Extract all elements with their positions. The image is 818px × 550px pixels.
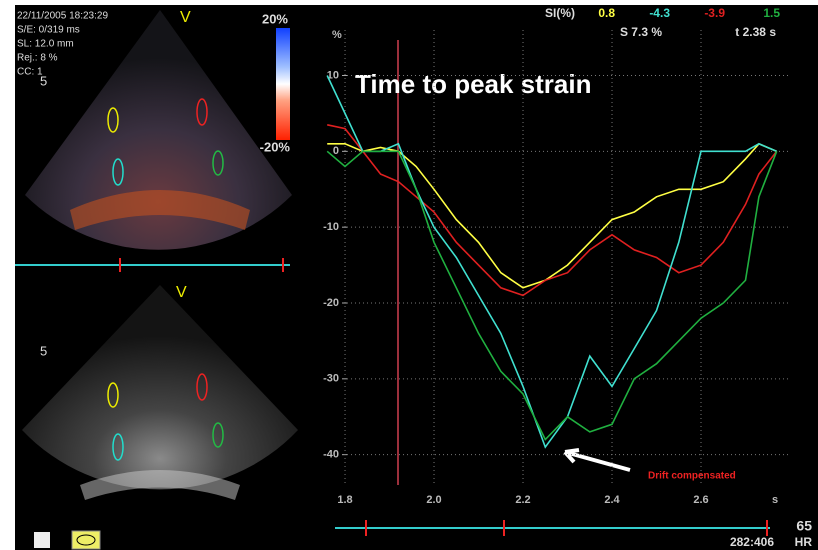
- x-tick-label: 2.4: [604, 494, 620, 506]
- marker: V: [180, 9, 191, 26]
- frames: 282:406: [730, 535, 774, 549]
- info-line: 22/11/2005 18:23:29: [17, 11, 108, 22]
- screen: 22/11/2005 18:23:29 S/E: 0/319 ms SL: 12…: [0, 0, 818, 550]
- marker: V: [176, 284, 187, 301]
- y-tick-label: 0: [333, 145, 339, 157]
- pencil-icon[interactable]: [34, 532, 50, 548]
- note: Drift compensated: [648, 471, 736, 482]
- x-unit: s: [772, 494, 778, 506]
- s-value: S 7.3 %: [620, 25, 662, 39]
- scale-bottom: -20%: [260, 139, 291, 154]
- info-line: S/E: 0/319 ms: [17, 25, 80, 36]
- x-tick-label: 2.0: [426, 494, 441, 506]
- hr-label: HR: [795, 535, 813, 549]
- t-value: t 2.38 s: [735, 25, 776, 39]
- si-label: SI(%): [545, 6, 575, 20]
- info-line: SL: 12.0 mm: [17, 39, 74, 50]
- y-tick-label: -40: [323, 449, 339, 461]
- depth: 5: [40, 343, 47, 358]
- y-tick-label: -30: [323, 373, 339, 385]
- annotation: Time to peak strain: [355, 69, 592, 99]
- scale-top: 20%: [262, 11, 288, 26]
- si-value: -3.9: [704, 6, 725, 20]
- x-tick-label: 1.8: [337, 494, 352, 506]
- ellipse-tool[interactable]: [72, 531, 100, 549]
- x-tick-label: 2.6: [693, 494, 708, 506]
- si-value: 1.5: [763, 6, 780, 20]
- y-tick-label: -20: [323, 297, 339, 309]
- si-value: 0.8: [598, 6, 615, 20]
- hr-value: 65: [796, 518, 812, 534]
- color-scale: [276, 28, 290, 140]
- depth: 5: [40, 73, 47, 88]
- y-unit: %: [332, 29, 342, 41]
- y-tick-label: -10: [323, 221, 339, 233]
- x-tick-label: 2.2: [515, 494, 530, 506]
- si-value: -4.3: [649, 6, 670, 20]
- page: 22/11/2005 18:23:29 S/E: 0/319 ms SL: 12…: [0, 0, 818, 550]
- info-line: Rej.: 8 %: [17, 53, 58, 64]
